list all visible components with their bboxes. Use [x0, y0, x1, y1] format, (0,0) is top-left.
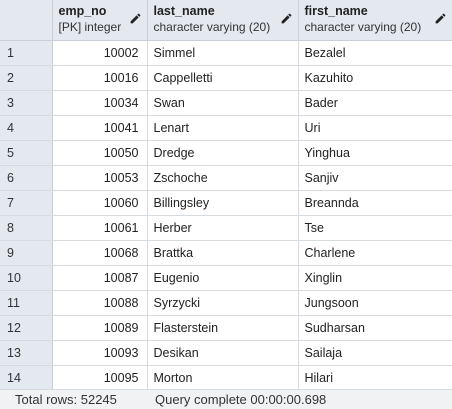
table-row[interactable]: 13 10093 Desikan Sailaja: [0, 340, 452, 366]
cell-last-name[interactable]: Cappelletti: [147, 65, 299, 91]
result-grid: emp_no [PK] integer last_name character …: [0, 0, 452, 391]
cell-last-name[interactable]: Lenart: [147, 115, 299, 141]
corner-cell[interactable]: [0, 0, 53, 41]
cell-last-name[interactable]: Desikan: [147, 340, 299, 366]
cell-first-name[interactable]: Breannda: [298, 190, 452, 216]
column-type: character varying (20): [304, 20, 422, 34]
pencil-icon[interactable]: [280, 12, 293, 25]
cell-first-name[interactable]: Jungsoon: [298, 290, 452, 316]
table-row[interactable]: 7 10060 Billingsley Breannda: [0, 190, 452, 216]
total-rows-label: Total rows: 52245: [15, 392, 117, 407]
row-number[interactable]: 2: [0, 65, 53, 91]
query-status-label: Query complete 00:00:00.698: [155, 392, 327, 407]
cell-emp-no[interactable]: 10002: [52, 40, 148, 66]
column-header-last-name[interactable]: last_name character varying (20): [147, 0, 299, 41]
row-number[interactable]: 5: [0, 140, 53, 166]
status-bar: Total rows: 52245 Query complete 00:00:0…: [0, 389, 452, 409]
cell-first-name[interactable]: Sailaja: [298, 340, 452, 366]
row-number[interactable]: 1: [0, 40, 53, 66]
cell-last-name[interactable]: Zschoche: [147, 165, 299, 191]
column-name: first_name: [304, 4, 368, 18]
cell-emp-no[interactable]: 10088: [52, 290, 148, 316]
table-row[interactable]: 2 10016 Cappelletti Kazuhito: [0, 65, 452, 91]
cell-last-name[interactable]: Billingsley: [147, 190, 299, 216]
table-row[interactable]: 9 10068 Brattka Charlene: [0, 240, 452, 266]
table-row[interactable]: 4 10041 Lenart Uri: [0, 115, 452, 141]
column-name: last_name: [153, 4, 215, 18]
column-name: emp_no: [58, 4, 107, 18]
cell-first-name[interactable]: Bader: [298, 90, 452, 116]
cell-last-name[interactable]: Swan: [147, 90, 299, 116]
cell-first-name[interactable]: Tse: [298, 215, 452, 241]
cell-first-name[interactable]: Yinghua: [298, 140, 452, 166]
row-number[interactable]: 11: [0, 290, 53, 316]
table-row[interactable]: 1 10002 Simmel Bezalel: [0, 40, 452, 66]
table-row[interactable]: 12 10089 Flasterstein Sudharsan: [0, 315, 452, 341]
cell-emp-no[interactable]: 10060: [52, 190, 148, 216]
cell-first-name[interactable]: Xinglin: [298, 265, 452, 291]
cell-emp-no[interactable]: 10053: [52, 165, 148, 191]
table-row[interactable]: 3 10034 Swan Bader: [0, 90, 452, 116]
cell-emp-no[interactable]: 10089: [52, 315, 148, 341]
cell-emp-no[interactable]: 10034: [52, 90, 148, 116]
row-number[interactable]: 7: [0, 190, 53, 216]
pencil-icon[interactable]: [434, 12, 447, 25]
header-row: emp_no [PK] integer last_name character …: [0, 0, 452, 41]
cell-first-name[interactable]: Charlene: [298, 240, 452, 266]
row-number[interactable]: 8: [0, 215, 53, 241]
column-header-first-name[interactable]: first_name character varying (20): [298, 0, 452, 41]
row-number[interactable]: 3: [0, 90, 53, 116]
table-row[interactable]: 5 10050 Dredge Yinghua: [0, 140, 452, 166]
cell-last-name[interactable]: Brattka: [147, 240, 299, 266]
table-row[interactable]: 11 10088 Syrzycki Jungsoon: [0, 290, 452, 316]
cell-last-name[interactable]: Eugenio: [147, 265, 299, 291]
data-table: emp_no [PK] integer last_name character …: [0, 0, 452, 391]
row-number[interactable]: 13: [0, 340, 53, 366]
cell-last-name[interactable]: Dredge: [147, 140, 299, 166]
pencil-icon[interactable]: [129, 12, 142, 25]
column-type: character varying (20): [153, 20, 271, 34]
cell-first-name[interactable]: Bezalel: [298, 40, 452, 66]
cell-last-name[interactable]: Morton: [147, 365, 299, 391]
table-row[interactable]: 14 10095 Morton Hilari: [0, 365, 452, 391]
table-row[interactable]: 10 10087 Eugenio Xinglin: [0, 265, 452, 291]
table-row[interactable]: 8 10061 Herber Tse: [0, 215, 452, 241]
cell-emp-no[interactable]: 10016: [52, 65, 148, 91]
row-number[interactable]: 6: [0, 165, 53, 191]
cell-emp-no[interactable]: 10050: [52, 140, 148, 166]
table-row[interactable]: 6 10053 Zschoche Sanjiv: [0, 165, 452, 191]
cell-last-name[interactable]: Flasterstein: [147, 315, 299, 341]
cell-emp-no[interactable]: 10068: [52, 240, 148, 266]
cell-first-name[interactable]: Hilari: [298, 365, 452, 391]
cell-first-name[interactable]: Uri: [298, 115, 452, 141]
column-type: [PK] integer: [58, 20, 122, 34]
cell-first-name[interactable]: Sudharsan: [298, 315, 452, 341]
row-number[interactable]: 9: [0, 240, 53, 266]
cell-emp-no[interactable]: 10061: [52, 215, 148, 241]
cell-first-name[interactable]: Sanjiv: [298, 165, 452, 191]
row-number[interactable]: 4: [0, 115, 53, 141]
row-number[interactable]: 12: [0, 315, 53, 341]
cell-first-name[interactable]: Kazuhito: [298, 65, 452, 91]
cell-emp-no[interactable]: 10041: [52, 115, 148, 141]
cell-emp-no[interactable]: 10095: [52, 365, 148, 391]
cell-last-name[interactable]: Simmel: [147, 40, 299, 66]
row-number[interactable]: 10: [0, 265, 53, 291]
cell-last-name[interactable]: Syrzycki: [147, 290, 299, 316]
cell-last-name[interactable]: Herber: [147, 215, 299, 241]
cell-emp-no[interactable]: 10093: [52, 340, 148, 366]
cell-emp-no[interactable]: 10087: [52, 265, 148, 291]
row-number[interactable]: 14: [0, 365, 53, 391]
column-header-emp-no[interactable]: emp_no [PK] integer: [52, 0, 148, 41]
